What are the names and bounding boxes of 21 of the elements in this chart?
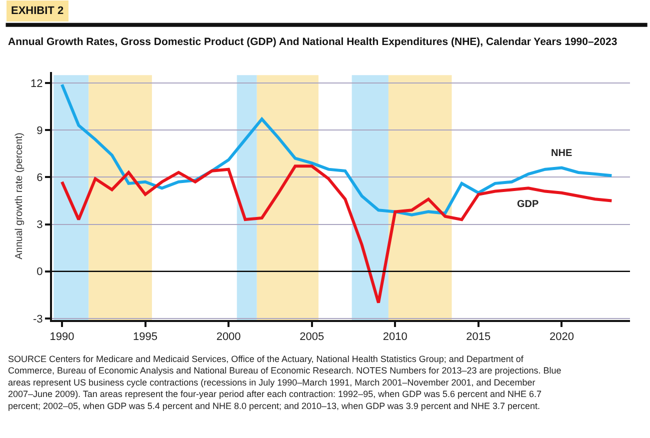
y-tick-label: 3: [36, 219, 43, 232]
line-series: [60, 83, 614, 216]
y-tick-label: 0: [36, 266, 43, 278]
chart-title: EXHIBIT 2: [11, 5, 64, 17]
x-tick-label: 2015: [466, 331, 491, 344]
y-tick-label: -3: [33, 313, 43, 326]
y-tick-label: 12: [30, 78, 43, 90]
line-series: [60, 164, 614, 304]
x-tick-label: 2000: [216, 331, 241, 344]
y-tick-label: 9: [36, 124, 43, 137]
x-tick-label: 2020: [549, 331, 574, 344]
x-tick-label: 2010: [382, 331, 408, 344]
x-tick-label: 1990: [50, 331, 74, 344]
source-note: SOURCE Centers for Medicare and Medicaid Services, Office of the Actuary, National Health Statistics Group; and Department of Commerce, Bureau of Economic Analysis and National Bureau of Economic Research. NOTES Numbers for 2013–23 are projections. Blue areas represent US business cycle contractions (recessions in July 1990–March 1991, March 2001–November 2001, and December 2007–June 2009). Tan areas represent the four-year period after each contraction: 1992–95, when GDP was 5.6 percent and NHE 6.7 percent; 2002–05, when GDP was 5.4 percent and NHE 8.0 percent; and 2010–13, when GDP was 3.9 percent and NHE 3.7 percent.: [8, 354, 562, 411]
chart-subtitle: Annual Growth Rates, Gross Domestic Product (GDP) And National Health Expenditures (NHE), Calendar Years 1990–2023: [8, 36, 618, 48]
series-label: NHE: [551, 148, 572, 159]
x-tick-label: 1995: [133, 331, 158, 344]
y-tick-label: 6: [36, 172, 43, 184]
series-label: GDP: [517, 199, 539, 210]
x-tick-label: 2005: [300, 331, 324, 344]
y-axis-title: Annual growth rate (percent): [14, 132, 26, 260]
